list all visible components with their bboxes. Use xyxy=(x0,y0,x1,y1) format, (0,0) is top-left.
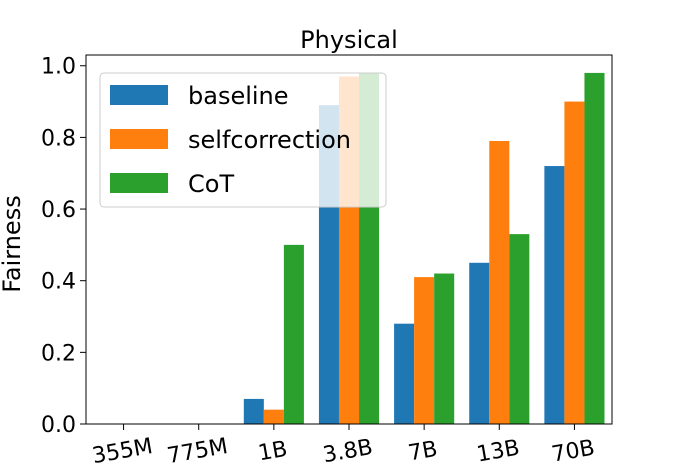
x-tick-label: 13B xyxy=(475,436,522,468)
y-tick-label: 0.8 xyxy=(41,126,76,151)
x-axis: 355M 775M 1B 3.8B 7B 13B 70B xyxy=(90,424,597,469)
legend-label-baseline: baseline xyxy=(188,82,289,110)
bars-group xyxy=(243,72,605,425)
x-tick-label: 1B xyxy=(256,437,289,467)
y-tick-label: 0.4 xyxy=(41,270,76,295)
x-tick-label: 775M xyxy=(165,434,229,469)
x-tick-label: 3.8B xyxy=(321,435,375,468)
bar-selfcorrection-1B xyxy=(263,409,284,424)
legend: baseline selfcorrection CoT xyxy=(99,72,387,208)
y-tick-label: 0.0 xyxy=(41,413,76,438)
legend-swatch-CoT xyxy=(110,173,168,193)
bar-CoT-13B xyxy=(509,234,530,424)
bar-baseline-7B xyxy=(394,323,415,424)
y-axis: 0.0 0.2 0.4 0.6 0.8 1.0 xyxy=(41,55,86,438)
x-tick-label: 70B xyxy=(550,436,597,468)
y-axis-label: Fairness xyxy=(0,195,26,292)
bar-baseline-70B xyxy=(544,166,565,424)
bar-baseline-13B xyxy=(469,262,490,424)
x-tick-label: 355M xyxy=(90,434,154,469)
y-tick-label: 1.0 xyxy=(41,55,76,80)
bar-CoT-70B xyxy=(584,72,605,424)
bar-selfcorrection-13B xyxy=(489,140,510,425)
x-tick-label: 7B xyxy=(406,437,439,467)
legend-box xyxy=(99,72,387,208)
y-tick-label: 0.2 xyxy=(41,341,76,366)
bar-selfcorrection-7B xyxy=(414,277,435,424)
bar-CoT-1B xyxy=(283,244,304,424)
y-tick-label: 0.6 xyxy=(41,198,76,223)
bar-selfcorrection-70B xyxy=(564,101,585,424)
legend-label-selfcorrection: selfcorrection xyxy=(188,126,351,154)
legend-swatch-selfcorrection xyxy=(110,129,168,149)
bar-CoT-7B xyxy=(434,273,455,424)
legend-label-CoT: CoT xyxy=(188,170,234,198)
bar-baseline-1B xyxy=(243,398,264,424)
chart-title: Physical xyxy=(300,26,398,54)
legend-swatch-baseline xyxy=(110,85,168,105)
